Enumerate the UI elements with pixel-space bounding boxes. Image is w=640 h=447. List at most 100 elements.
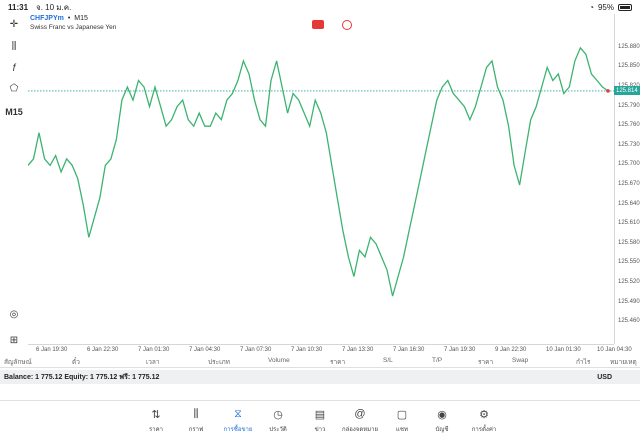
symbol-name: CHFJPYm: [30, 15, 64, 22]
indicators-icon[interactable]: f: [12, 62, 16, 74]
balance-text: Balance: 1 775.12 Equity: 1 775.12 ฟรี: …: [4, 373, 160, 381]
column-header[interactable]: ราคา: [478, 359, 494, 366]
settings-icon: ⚙: [479, 408, 489, 421]
tab-bar: ⇅ ราคา ⫼ กราฟ ⧖ การซื้อขาย ◷ ประวัติ ▤ ข่าว @ กล่อง…: [0, 400, 640, 447]
status-bar: 11:31 จ. 10 ม.ค. ◔ 95%: [0, 0, 640, 14]
y-tick-label: 125.490: [618, 298, 640, 305]
y-tick-label: 125.520: [618, 279, 640, 285]
y-tick-label: 125.880: [618, 43, 640, 50]
column-header[interactable]: S/L: [383, 357, 393, 364]
chart-check-icon[interactable]: ◎: [9, 308, 19, 320]
y-tick-label: 125.760: [618, 122, 640, 129]
column-header[interactable]: ประเภท: [208, 359, 230, 366]
tab-label: ราคา: [149, 427, 163, 433]
timeframe-button[interactable]: M15: [5, 107, 23, 117]
flag-icons: [312, 20, 352, 30]
y-tick-label: 125.460: [618, 318, 640, 325]
tab-label: แชท: [396, 427, 408, 433]
column-header[interactable]: ราคา: [330, 359, 346, 366]
tab-label: ข่าว: [314, 427, 326, 433]
balance-bar: Balance: 1 775.12 Equity: 1 775.12 ฟรี: …: [0, 370, 640, 384]
y-tick-label: 125.640: [618, 200, 640, 207]
tab-label: กราฟ: [188, 427, 204, 433]
tab-settings[interactable]: ⚙ การตั้งค่า: [464, 407, 504, 434]
y-tick-label: 125.700: [618, 161, 640, 168]
history-icon: ◷: [273, 408, 283, 421]
bullet-icon: •: [67, 15, 71, 22]
column-header[interactable]: ตั๋ว: [72, 359, 80, 366]
current-price-tag: 125.814: [614, 86, 640, 96]
y-tick-label: 125.790: [618, 102, 640, 109]
x-tick-label: 7 Jan 07:30: [240, 347, 272, 353]
tab-chart[interactable]: ⫼ กราฟ: [176, 407, 216, 434]
x-tick-label: 7 Jan 04:30: [189, 347, 221, 353]
time-axis: 6 Jan 19:30 6 Jan 22:30 7 Jan 01:30 7 Jan 0…: [28, 344, 632, 354]
y-tick-label: 125.550: [618, 259, 640, 266]
trade-icon: ⧖: [234, 407, 242, 420]
battery-percent: 95%: [597, 2, 614, 12]
japan-flag-icon: [342, 20, 352, 30]
y-tick-label: 125.850: [618, 63, 640, 70]
tab-quotes[interactable]: ⇅ ราคา: [136, 407, 176, 434]
x-tick-label: 7 Jan 01:30: [138, 347, 170, 353]
column-header[interactable]: กำไร: [576, 359, 591, 366]
wifi-icon: ◔: [589, 2, 594, 12]
tab-label: กล่องจดหมาย: [341, 427, 379, 433]
column-header[interactable]: หมายเหตุ: [610, 359, 637, 366]
status-time: 11:31: [8, 2, 29, 12]
y-tick-label: 125.580: [618, 239, 640, 246]
tab-mailbox[interactable]: @ กล่องจดหมาย: [340, 407, 380, 434]
x-tick-label: 7 Jan 13:30: [342, 347, 374, 353]
tab-label: ประวัติ: [269, 427, 287, 433]
x-tick-label: 6 Jan 19:30: [36, 347, 68, 353]
tab-news[interactable]: ▤ ข่าว: [300, 407, 340, 434]
quotes-icon: ⇅: [151, 408, 161, 421]
battery-icon: [618, 3, 632, 11]
swiss-flag-icon: [312, 20, 324, 29]
crosshair-icon[interactable]: ✛: [9, 18, 19, 30]
account-icon: ◉: [437, 408, 447, 421]
column-header[interactable]: Volume: [268, 357, 290, 364]
y-tick-label: 125.670: [618, 181, 640, 187]
candles-icon[interactable]: ⫼: [11, 40, 17, 52]
x-tick-label: 10 Jan 01:30: [546, 347, 581, 353]
x-tick-label: 7 Jan 16:30: [393, 347, 425, 353]
y-tick-label: 125.730: [618, 141, 640, 148]
x-tick-label: 7 Jan 10:30: [291, 347, 323, 353]
last-price-marker: [606, 89, 610, 93]
chart-icon: ⫼: [193, 407, 199, 420]
trade-columns: สัญลักษณ์ ตั๋ว เวลา ประเภท Volume ราคา S/L T/P ร…: [0, 354, 640, 368]
tab-chat[interactable]: ▢ แชท: [382, 407, 422, 434]
x-tick-label: 6 Jan 22:30: [87, 347, 119, 353]
mailbox-icon: @: [354, 408, 366, 420]
symbol-header[interactable]: CHFJPYm • M15: [30, 15, 88, 22]
tab-history[interactable]: ◷ ประวัติ: [258, 407, 298, 434]
chart-toolbar: ✛ ⫼ f ⬠ M15 ◎ ⊞: [0, 14, 28, 346]
column-header[interactable]: เวลา: [146, 359, 160, 366]
price-axis: 125.880 125.850 125.820 125.790 125.760 125.7…: [614, 14, 640, 344]
price-chart[interactable]: [28, 14, 614, 344]
tab-trade[interactable]: ⧖ การซื้อขาย: [218, 407, 258, 434]
add-window-icon[interactable]: ⊞: [9, 334, 19, 346]
objects-icon[interactable]: ⬠: [9, 82, 19, 94]
tab-account[interactable]: ◉ บัญชี: [422, 407, 462, 434]
status-date: จ. 10 ม.ค.: [36, 2, 72, 12]
news-icon: ▤: [314, 408, 326, 421]
column-header[interactable]: สัญลักษณ์: [4, 359, 32, 366]
column-header[interactable]: T/P: [432, 357, 443, 364]
x-tick-label: 7 Jan 19:30: [444, 347, 476, 353]
chat-icon: ▢: [396, 408, 408, 421]
y-tick-label: 125.610: [618, 220, 640, 227]
column-header[interactable]: Swap: [512, 357, 529, 364]
timeframe-label: M15: [74, 15, 88, 22]
y-tick-label: 125.820: [618, 83, 640, 89]
price-series-line: [28, 46, 609, 297]
x-tick-label: 10 Jan 04:30: [597, 347, 632, 353]
x-tick-label: 9 Jan 22:30: [495, 347, 527, 353]
status-right: ◔ 95%: [589, 3, 632, 12]
tab-label: การซื้อขาย: [223, 427, 253, 433]
tab-label: บัญชี: [435, 427, 449, 433]
symbol-description: Swiss Franc vs Japanese Yen: [30, 24, 117, 31]
balance-currency: USD: [597, 373, 612, 381]
tab-label: การตั้งค่า: [471, 427, 497, 433]
